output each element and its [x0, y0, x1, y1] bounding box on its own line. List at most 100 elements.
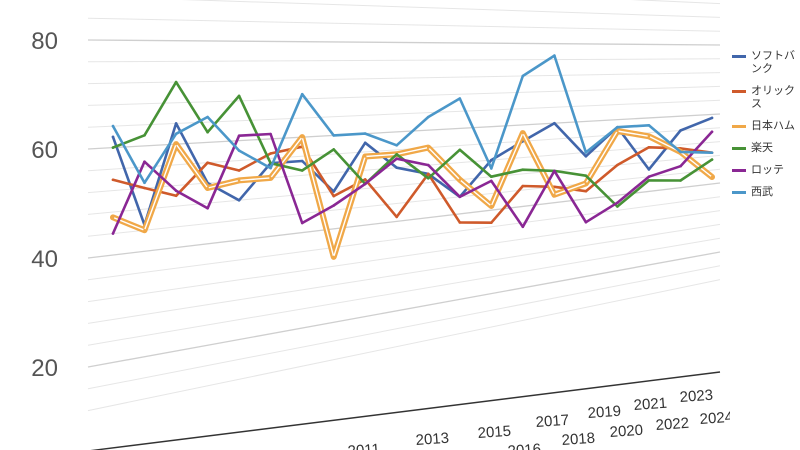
data-point: [174, 142, 178, 146]
data-point: [111, 124, 115, 128]
data-point: [111, 178, 115, 182]
data-point: [679, 150, 682, 154]
data-point: [237, 179, 241, 182]
data-point: [300, 159, 304, 163]
gridline: [87, 182, 721, 259]
data-point: [143, 228, 146, 232]
data-point: [584, 151, 588, 154]
data-point: [143, 134, 146, 137]
legend-swatch: [732, 147, 746, 150]
data-point: [237, 199, 241, 202]
data-point: [237, 149, 241, 152]
legend-item: ソフトバンク: [732, 50, 800, 76]
x-tick-label: 2024: [699, 409, 730, 428]
legend-item: 西武: [732, 186, 800, 199]
data-point: [490, 175, 493, 178]
data-point: [584, 174, 588, 177]
data-point: [616, 129, 619, 133]
gridline: [87, 196, 721, 281]
data-point: [206, 186, 209, 190]
gridline: [630, 0, 721, 5]
data-point: [679, 129, 682, 132]
data-point: [363, 132, 367, 135]
x-tick-label: 2023: [679, 387, 713, 406]
data-point: [143, 160, 146, 163]
data-point: [616, 163, 619, 167]
data-point: [647, 146, 651, 149]
legend-label: 西武: [751, 186, 773, 198]
gridline: [181, 0, 721, 18]
gridline: [87, 168, 721, 237]
legend-swatch: [732, 125, 746, 128]
data-point: [490, 221, 493, 224]
data-point: [427, 146, 430, 149]
data-point: [521, 168, 525, 171]
data-point: [584, 155, 588, 158]
gridline: [87, 154, 721, 215]
x-tick-label: 2019: [587, 403, 621, 422]
legend-item: ロッテ: [732, 164, 800, 177]
data-point: [300, 135, 304, 139]
data-point: [710, 130, 714, 134]
x-axis-line: [90, 371, 721, 450]
data-point: [490, 204, 493, 208]
data-point: [206, 115, 209, 119]
legend-swatch: [732, 90, 746, 93]
data-point: [521, 131, 525, 135]
data-point: [458, 195, 462, 199]
data-point: [269, 176, 272, 180]
data-point: [332, 190, 336, 193]
data-point: [427, 177, 430, 180]
data-point: [521, 225, 525, 229]
legend-label: 日本ハム: [751, 120, 795, 132]
data-point: [174, 194, 178, 198]
data-point: [553, 169, 556, 173]
data-point: [584, 220, 588, 224]
x-tick-label: 2017: [535, 412, 569, 431]
data-point: [395, 144, 399, 147]
data-point: [174, 132, 178, 136]
gridline: [87, 17, 721, 32]
data-point: [679, 164, 682, 168]
data-point: [332, 148, 336, 151]
data-point: [710, 151, 714, 154]
data-point: [332, 134, 336, 137]
data-point: [553, 193, 556, 196]
data-point: [553, 54, 556, 57]
x-tick-label: 2015: [477, 423, 511, 442]
data-point: [458, 97, 462, 100]
gridline: [87, 210, 721, 303]
data-point: [300, 92, 304, 96]
series-line-3-inner: [112, 130, 713, 258]
data-point: [269, 132, 272, 136]
data-point: [111, 232, 115, 235]
data-point: [143, 181, 146, 185]
data-point: [206, 161, 209, 164]
data-point: [174, 189, 178, 192]
series-line-4: [111, 80, 714, 208]
gridline: [87, 265, 721, 390]
legend-label: オリックス: [751, 85, 795, 110]
y-tick-label: 40: [31, 246, 58, 273]
data-point: [710, 175, 714, 179]
data-point: [647, 168, 651, 171]
gridline: [87, 251, 721, 368]
data-point: [206, 130, 209, 134]
y-tick-label: 60: [31, 137, 58, 164]
legend-swatch: [732, 191, 746, 194]
data-point: [332, 204, 336, 207]
data-point: [237, 169, 241, 172]
data-point: [395, 166, 399, 169]
data-point: [174, 80, 178, 84]
data-point: [521, 74, 525, 78]
gridline: [87, 237, 721, 346]
legend-item: 楽天: [732, 142, 800, 155]
data-point: [521, 184, 525, 188]
data-point: [616, 125, 619, 129]
gridline: [87, 141, 721, 194]
data-point: [490, 158, 493, 162]
data-point: [269, 166, 272, 170]
gridline: [87, 72, 721, 85]
